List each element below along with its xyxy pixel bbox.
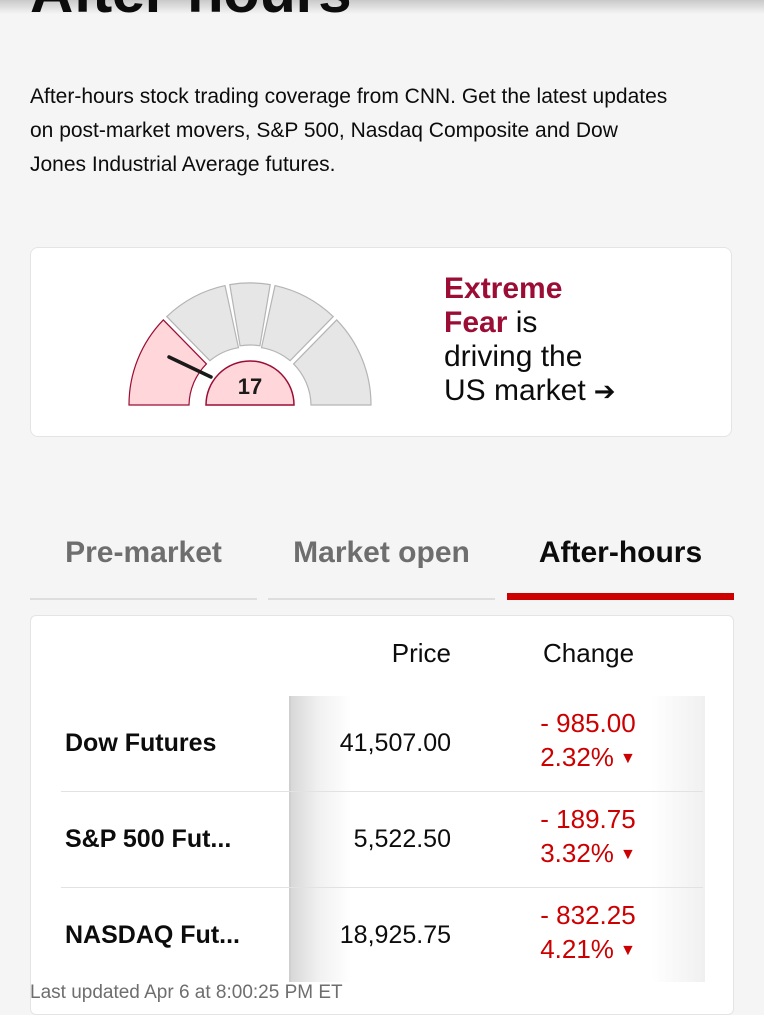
fear-greed-mood-word2: Fear [444,306,508,339]
gauge-value: 17 [238,374,262,399]
change-percent: 2.32% [540,742,614,772]
gauge-segment-extreme-greed [292,319,372,406]
last-updated: Last updated Apr 6 at 8:00:25 PM ET [30,982,343,1003]
column-header-price: Price [391,638,451,668]
change-points: - 832.25 [540,900,636,930]
header-shadow [0,0,764,14]
instrument-change: - 189.75 3.32% ▼ [533,802,643,875]
gauge-hub [205,360,295,406]
tab-market-open[interactable]: Market open [268,528,495,600]
fear-greed-line3: driving the [444,340,583,373]
instrument-price: 18,925.75 [339,921,451,949]
fear-greed-summary[interactable]: Extreme Fear is driving the US market ➔ [444,272,724,408]
tab-after-hours[interactable]: After-hours [507,528,734,600]
triangle-down-icon: ▼ [619,750,636,767]
table-row[interactable]: S&P 500 Fut... 5,522.50 - 189.75 3.32% ▼ [61,792,703,888]
gauge-needle [167,355,213,379]
fear-greed-gauge: 17 [128,282,372,406]
futures-rows: Dow Futures 41,507.00 - 985.00 2.32% ▼ S&… [61,696,703,983]
futures-table: Price Change Dow Futures 41,507.00 - 985… [30,615,734,1015]
page-title: After-hours [30,0,352,22]
change-points: - 985.00 [540,708,636,738]
fear-greed-suffix: is [507,306,538,339]
tab-pre-market[interactable]: Pre-market [30,528,257,600]
market-tabs: Pre-market Market open After-hours [30,528,734,600]
change-points: - 189.75 [540,804,636,834]
gauge-segment-fear [165,284,240,362]
instrument-price: 41,507.00 [339,729,451,757]
triangle-down-icon: ▼ [619,942,636,959]
fear-greed-link[interactable]: Extreme Fear is driving the US market ➔ [444,272,616,407]
instrument-name[interactable]: Dow Futures [65,729,217,757]
triangle-down-icon: ▼ [619,846,636,863]
change-percent: 3.32% [540,838,614,868]
instrument-name[interactable]: NASDAQ Fut... [65,921,240,949]
gauge-segment-extreme-fear [128,319,208,406]
fear-greed-line4: US market [444,374,586,407]
column-header-change: Change [543,638,635,668]
arrow-right-icon[interactable]: ➔ [593,376,616,406]
gauge-segment-greed [260,284,335,362]
instrument-change: - 985.00 2.32% ▼ [533,706,643,779]
page-intro: After-hours stock trading coverage from … [30,85,668,176]
change-percent: 4.21% [540,934,614,964]
gauge-segment-neutral [229,282,271,347]
table-row[interactable]: NASDAQ Fut... 18,925.75 - 832.25 4.21% ▼ [61,888,703,983]
instrument-change: - 832.25 4.21% ▼ [533,898,643,971]
table-scroll-area[interactable] [289,696,705,982]
instrument-name[interactable]: S&P 500 Fut... [65,825,232,853]
fear-greed-card[interactable]: 17 Extreme Fear is driving the US market… [30,247,732,437]
fear-greed-mood-word1: Extreme [444,272,563,305]
table-row[interactable]: Dow Futures 41,507.00 - 985.00 2.32% ▼ [61,696,703,792]
instrument-price: 5,522.50 [353,825,451,853]
